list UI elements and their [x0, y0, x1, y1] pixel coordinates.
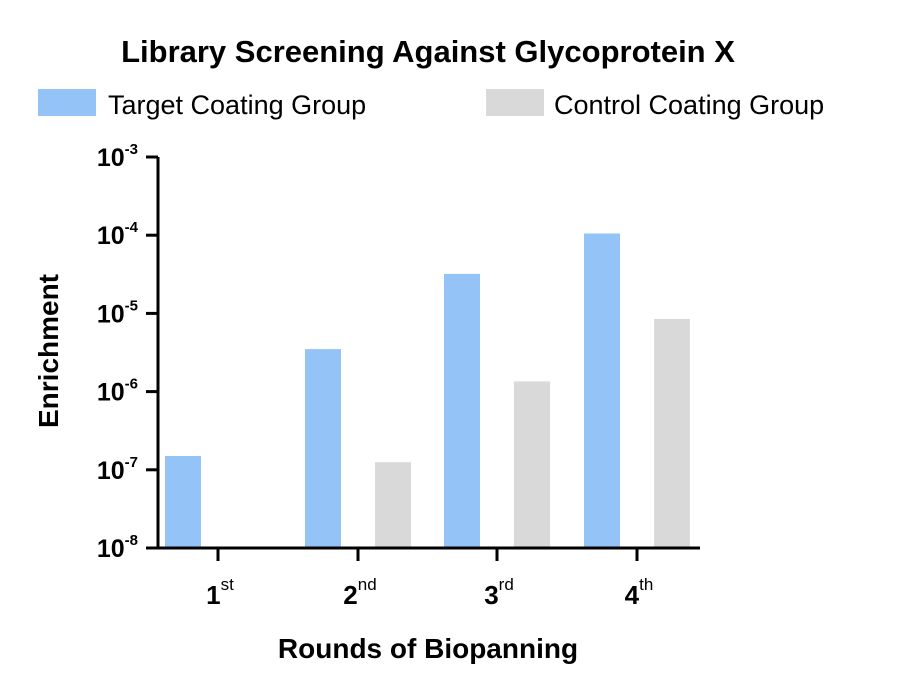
x-tick-ordinal-suffix: nd: [358, 575, 377, 594]
x-tick-label-round-4: 4th: [625, 575, 654, 610]
y-tick-label: 10-5: [97, 297, 138, 328]
y-tick-base: 10: [97, 300, 125, 328]
x-axis: 1st 2nd 3rd 4th: [156, 546, 700, 610]
x-ticks: 1st 2nd 3rd 4th: [206, 548, 653, 610]
x-tick-label-round-1: 1st: [206, 575, 234, 610]
x-axis-title: Rounds of Biopanning: [278, 633, 578, 664]
bar-control-round-3: [514, 381, 550, 548]
legend-swatch-target: [38, 89, 96, 116]
y-ticks: 10-310-410-510-610-710-8: [97, 141, 158, 563]
legend-label-control: Control Coating Group: [554, 90, 824, 120]
y-tick-label: 10-3: [97, 141, 138, 172]
bar-control-round-4: [654, 318, 690, 548]
x-tick-number: 1: [206, 580, 220, 610]
legend-label-target: Target Coating Group: [108, 90, 366, 120]
y-tick-exponent: -3: [125, 141, 138, 158]
bars-group: [165, 233, 690, 548]
y-tick-base: 10: [97, 144, 125, 172]
y-tick-exponent: -5: [125, 297, 138, 314]
y-tick-exponent: -8: [125, 532, 138, 549]
y-tick-base: 10: [97, 379, 125, 407]
x-tick-ordinal-suffix: th: [639, 575, 653, 594]
chart-title: Library Screening Against Glycoprotein X: [121, 34, 735, 69]
y-tick-label: 10-8: [97, 532, 138, 563]
y-tick-label: 10-6: [97, 376, 138, 407]
y-tick-exponent: -4: [125, 219, 139, 236]
bar-control-round-2: [375, 462, 411, 548]
y-tick-base: 10: [97, 457, 125, 485]
y-tick-base: 10: [97, 222, 125, 250]
x-tick-label-round-2: 2nd: [343, 575, 376, 610]
x-tick-number: 4: [625, 580, 640, 610]
y-tick-base: 10: [97, 535, 125, 563]
legend-swatch-control: [486, 89, 544, 116]
x-tick-ordinal-suffix: st: [221, 575, 235, 594]
y-tick-label: 10-7: [97, 454, 138, 485]
y-tick-label: 10-4: [97, 219, 139, 250]
bar-target-round-3: [444, 273, 480, 548]
y-axis-title: Enrichment: [33, 274, 64, 428]
y-axis: 10-310-410-510-610-710-8: [97, 141, 160, 563]
y-tick-exponent: -7: [125, 454, 138, 471]
bar-target-round-1: [165, 456, 201, 548]
x-tick-number: 2: [343, 580, 357, 610]
legend: Target Coating Group Control Coating Gro…: [38, 89, 824, 120]
bar-target-round-4: [584, 233, 620, 548]
y-tick-exponent: -6: [125, 376, 138, 393]
bar-target-round-2: [305, 349, 341, 548]
x-tick-number: 3: [484, 580, 498, 610]
x-tick-label-round-3: 3rd: [484, 575, 514, 610]
x-tick-ordinal-suffix: rd: [499, 575, 514, 594]
